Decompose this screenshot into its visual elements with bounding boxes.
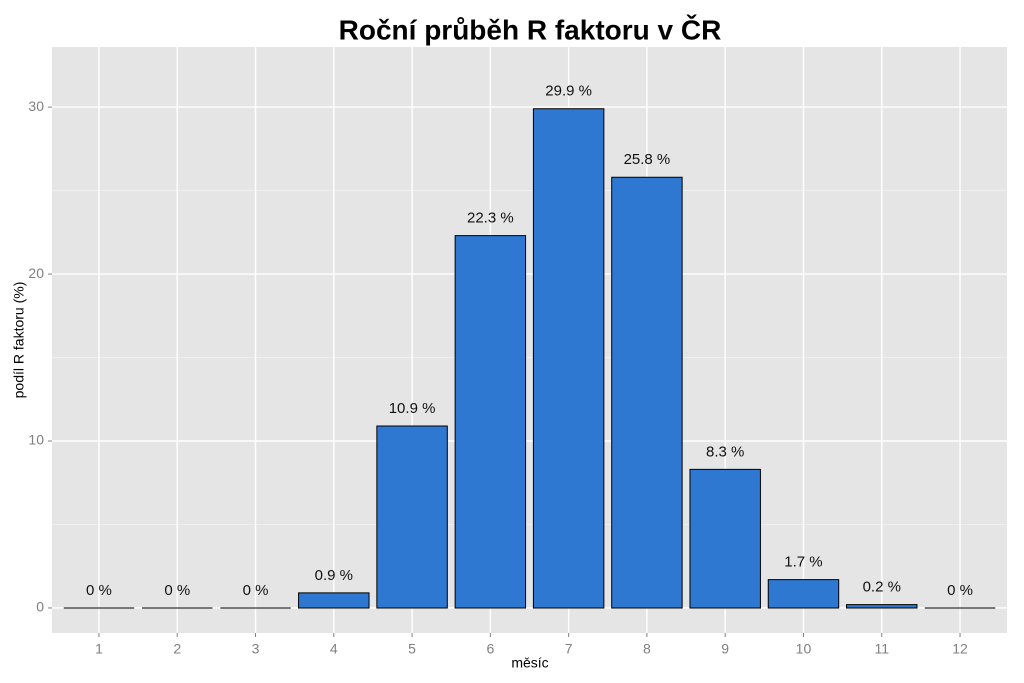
x-tick-label: 9 [721, 641, 729, 657]
y-tick-label: 20 [28, 265, 44, 281]
bar [532, 108, 605, 609]
x-tick-label: 2 [173, 641, 181, 657]
y-tick-label: 0 [36, 599, 44, 615]
bar [611, 176, 683, 609]
y-tick-label: 10 [28, 432, 44, 448]
x-tick-label: 12 [952, 641, 968, 657]
y-axis-label: podíl R faktoru (%) [11, 282, 27, 399]
x-tick-label: 6 [486, 641, 494, 657]
value-label: 10.9 % [389, 400, 436, 417]
value-label: 0.2 % [863, 579, 901, 596]
value-label: 0 % [164, 582, 190, 599]
value-label: 0 % [243, 582, 269, 599]
value-label: 1.7 % [784, 554, 822, 571]
y-tick-label: 30 [28, 98, 44, 114]
plot-background [52, 47, 1007, 633]
value-label: 22.3 % [467, 210, 514, 227]
x-tick-label: 1 [95, 641, 103, 657]
x-tick-label: 8 [643, 641, 651, 657]
bar [298, 592, 370, 609]
value-label: 8.3 % [706, 443, 744, 460]
x-axis-label: měsíc [511, 655, 548, 671]
value-label: 29.9 % [545, 83, 592, 100]
bar [454, 235, 527, 609]
value-label: 25.8 % [624, 151, 671, 168]
bar [689, 468, 761, 609]
x-tick-label: 10 [796, 641, 812, 657]
bar [376, 425, 448, 609]
x-tick-label: 11 [874, 641, 889, 657]
bar [767, 579, 840, 609]
value-label: 0.9 % [315, 567, 353, 584]
x-tick-label: 7 [565, 641, 573, 657]
value-label: 0 % [947, 582, 973, 599]
x-tick-label: 5 [408, 641, 416, 657]
value-label: 0 % [86, 582, 112, 599]
chart-title: Roční průběh R faktoru v ČR [339, 13, 722, 45]
bar [846, 604, 918, 609]
x-tick-label: 4 [330, 641, 338, 657]
x-tick-label: 3 [252, 641, 260, 657]
